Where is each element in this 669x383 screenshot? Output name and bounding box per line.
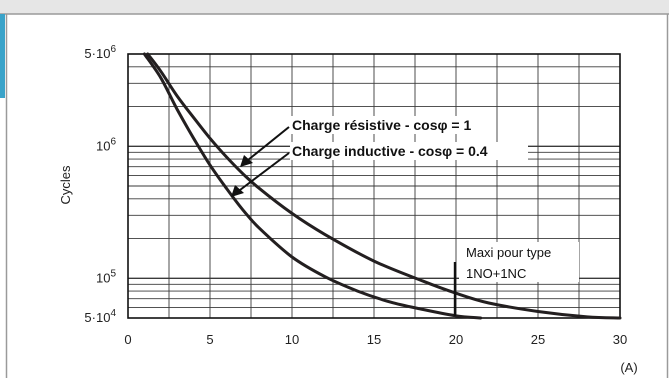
resistive-arrow-line [247,126,290,161]
inductive-label-bg [290,142,528,160]
resistive-label-bg [290,116,488,134]
inductive-label: Charge inductive - cosφ = 0.4 [292,143,488,159]
y-axis-label: Cycles [58,165,73,205]
inductive-arrow-line [239,152,290,191]
y-tick-label: 5·106 [84,44,116,61]
x-tick-label: 15 [367,332,381,347]
left-accent-bar [0,14,5,98]
x-axis-unit: (A) [620,360,637,375]
curves [142,52,622,320]
annotations: Charge résistive - cosφ = 1 Charge induc… [231,116,579,316]
x-tick-label: 0 [124,332,131,347]
maxi-label-bg [459,242,579,282]
maxi-label-line1: Maxi pour type [466,245,551,260]
y-tick-labels: 5·104 105 106 5·106 [84,44,116,325]
inductive-arrow-head [231,185,244,197]
y-tick-label: 105 [96,268,116,285]
x-tick-labels: 0 5 10 15 20 25 30 [124,332,627,347]
x-tick-label: 30 [613,332,627,347]
inductive-load-curve [142,52,483,320]
x-tick-label: 5 [206,332,213,347]
y-tick-label: 106 [96,136,116,153]
x-tick-label: 20 [449,332,463,347]
maxi-label-line2: 1NO+1NC [466,266,526,281]
x-tick-label: 25 [531,332,545,347]
resistive-load-curve [146,52,622,320]
y-tick-label: 5·104 [84,308,116,325]
header-band [0,0,669,14]
resistive-arrow-head [240,155,253,167]
plot-area-border [127,53,621,319]
resistive-label: Charge résistive - cosφ = 1 [292,117,471,133]
x-tick-label: 10 [285,332,299,347]
